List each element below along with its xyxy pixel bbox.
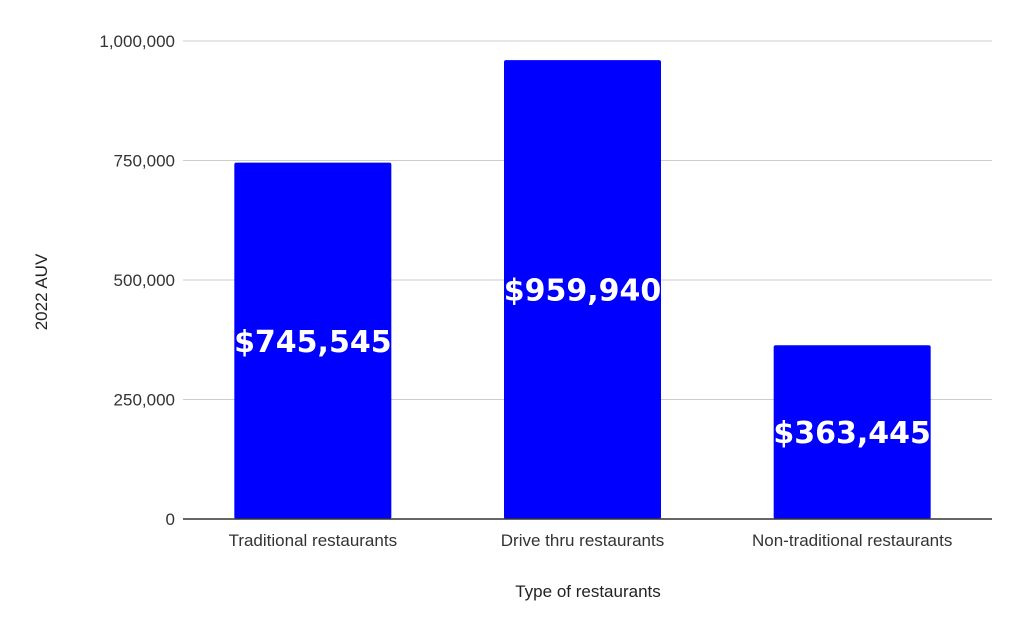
bar-data-label: $959,940: [504, 274, 662, 309]
x-tick-label: Traditional restaurants: [229, 531, 398, 550]
bar-data-label: $745,545: [234, 325, 392, 360]
y-tick-label: 250,000: [114, 391, 175, 410]
y-tick-label: 1,000,000: [99, 32, 175, 51]
bars: $745,545 $959,940 $363,445: [234, 60, 931, 519]
y-axis-tick-labels: 0 250,000 500,000 750,000 1,000,000: [99, 32, 175, 529]
x-axis-tick-labels: Traditional restaurants Drive thru restau…: [229, 531, 953, 550]
bar: [504, 60, 661, 519]
x-tick-label: Drive thru restaurants: [501, 531, 664, 550]
bar: [234, 162, 392, 519]
y-tick-label: 750,000: [114, 152, 175, 171]
y-axis-title: 2022 AUV: [32, 253, 51, 330]
y-tick-label: 500,000: [114, 271, 175, 290]
bar-data-label: $363,445: [773, 416, 931, 451]
y-tick-label: 0: [166, 510, 175, 529]
x-tick-label: Non-traditional restaurants: [752, 531, 952, 550]
x-axis-title: Type of restaurants: [515, 582, 661, 601]
bar: [773, 345, 931, 519]
